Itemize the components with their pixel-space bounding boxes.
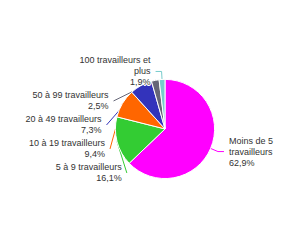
svg-text:7,3%: 7,3%: [81, 125, 102, 135]
svg-text:5 à 9 travailleurs: 5 à 9 travailleurs: [56, 162, 123, 172]
svg-text:9,4%: 9,4%: [84, 149, 105, 159]
svg-text:2,5%: 2,5%: [88, 101, 109, 111]
svg-text:travailleurs: travailleurs: [229, 147, 273, 157]
svg-text:20 à 49 travailleurs: 20 à 49 travailleurs: [25, 114, 102, 124]
svg-text:10 à 19 travailleurs: 10 à 19 travailleurs: [29, 138, 106, 148]
svg-text:1,9%: 1,9%: [130, 77, 151, 87]
svg-text:100 travailleurs et: 100 travailleurs et: [80, 55, 152, 65]
svg-text:16,1%: 16,1%: [96, 173, 122, 183]
svg-text:Moins de 5: Moins de 5: [229, 136, 273, 146]
svg-text:62,9%: 62,9%: [229, 158, 255, 168]
svg-text:50 à 99 travailleurs: 50 à 99 travailleurs: [32, 90, 109, 100]
svg-text:plus: plus: [134, 66, 151, 76]
